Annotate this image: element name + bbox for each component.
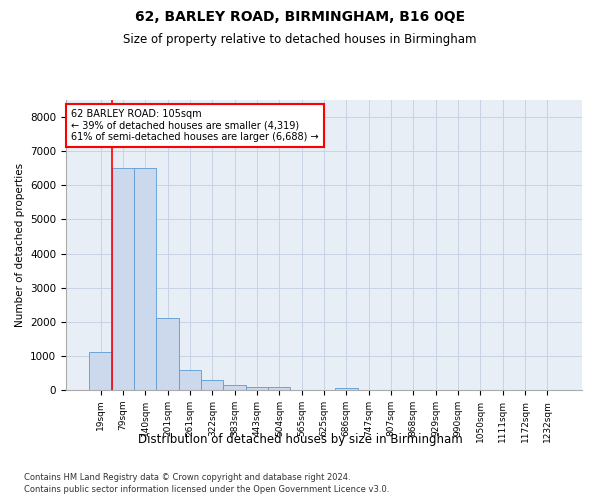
Text: Contains HM Land Registry data © Crown copyright and database right 2024.: Contains HM Land Registry data © Crown c… bbox=[24, 472, 350, 482]
Bar bbox=[179, 370, 201, 390]
Bar bbox=[134, 168, 157, 390]
Bar bbox=[223, 385, 246, 390]
Text: 62, BARLEY ROAD, BIRMINGHAM, B16 0QE: 62, BARLEY ROAD, BIRMINGHAM, B16 0QE bbox=[135, 10, 465, 24]
Bar bbox=[246, 386, 268, 390]
Bar bbox=[268, 386, 290, 390]
Text: Distribution of detached houses by size in Birmingham: Distribution of detached houses by size … bbox=[137, 432, 463, 446]
Text: Contains public sector information licensed under the Open Government Licence v3: Contains public sector information licen… bbox=[24, 485, 389, 494]
Bar bbox=[335, 388, 358, 390]
Y-axis label: Number of detached properties: Number of detached properties bbox=[14, 163, 25, 327]
Bar bbox=[157, 318, 179, 390]
Bar bbox=[112, 168, 134, 390]
Text: Size of property relative to detached houses in Birmingham: Size of property relative to detached ho… bbox=[123, 32, 477, 46]
Text: 62 BARLEY ROAD: 105sqm
← 39% of detached houses are smaller (4,319)
61% of semi-: 62 BARLEY ROAD: 105sqm ← 39% of detached… bbox=[71, 108, 319, 142]
Bar bbox=[201, 380, 223, 390]
Bar bbox=[89, 352, 112, 390]
